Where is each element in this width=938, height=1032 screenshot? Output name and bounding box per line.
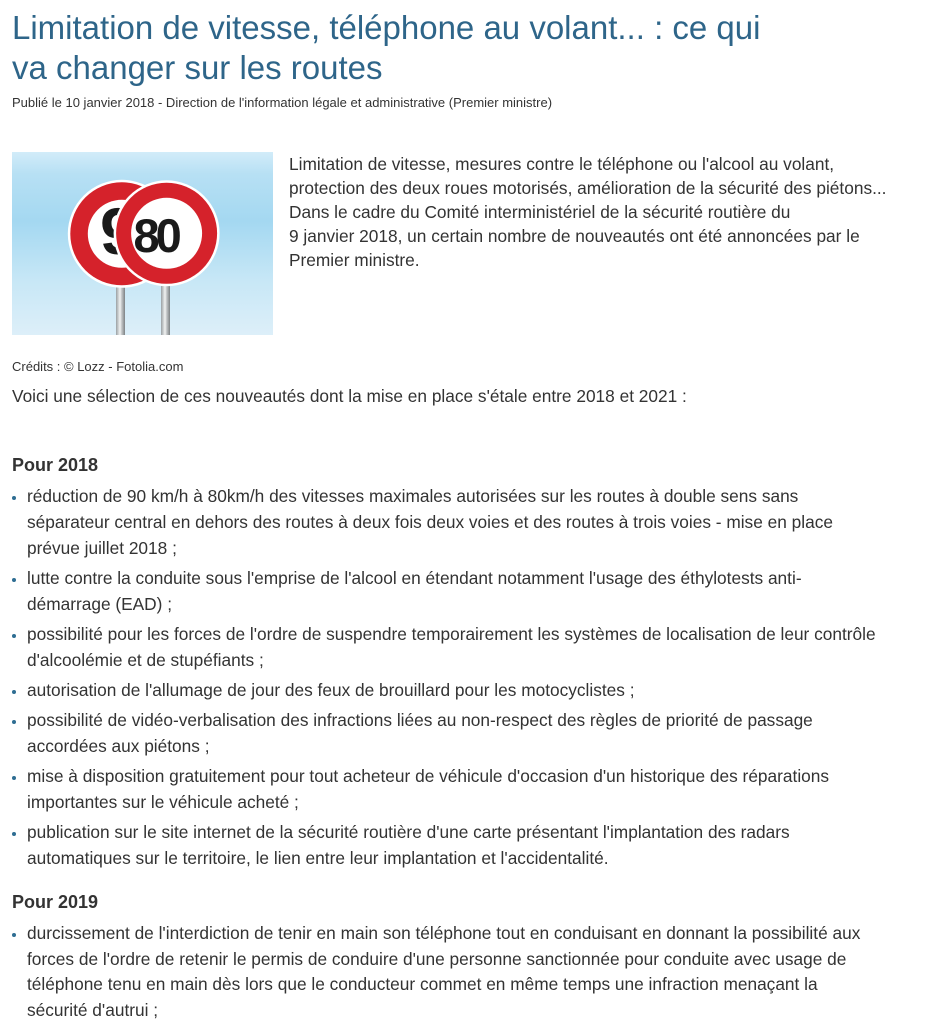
svg-text:80: 80 [134,209,181,262]
